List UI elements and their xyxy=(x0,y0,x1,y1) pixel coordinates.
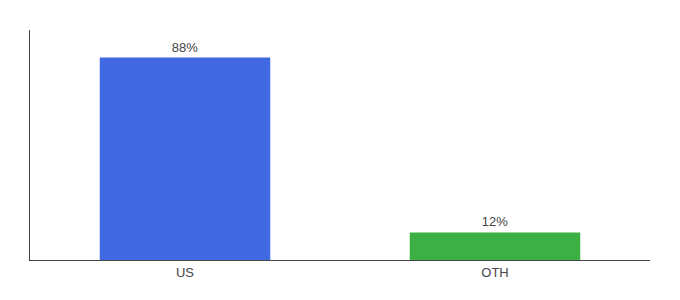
svg-text:12%: 12% xyxy=(482,214,508,229)
svg-text:US: US xyxy=(176,265,194,280)
svg-text:OTH: OTH xyxy=(481,265,508,280)
svg-text:88%: 88% xyxy=(172,40,198,55)
